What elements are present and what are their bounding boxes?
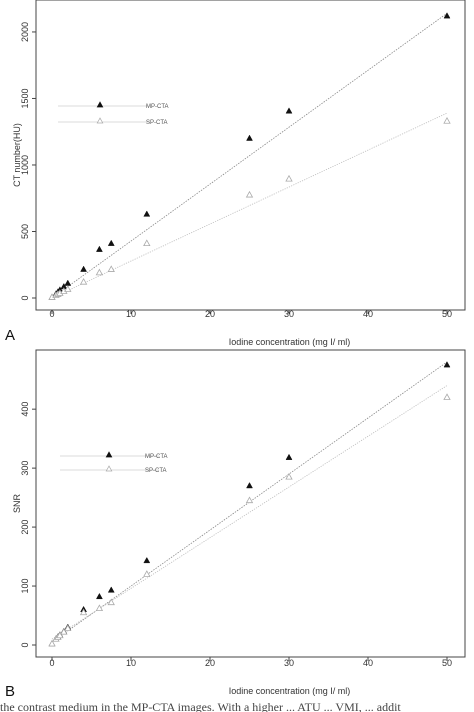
x-tick-label: 10 <box>126 658 136 668</box>
data-point-mp <box>95 592 103 600</box>
data-point-sp <box>245 496 254 504</box>
y-tick-label: 200 <box>20 520 30 535</box>
legend-label: SP-CTA <box>146 120 168 126</box>
x-tick-label: 10 <box>126 309 136 319</box>
y-tick-label: 1000 <box>20 155 30 175</box>
data-point-sp <box>443 393 451 400</box>
y-tick-label: 400 <box>20 402 30 417</box>
data-point-sp <box>443 117 451 124</box>
x-tick-label: 50 <box>442 658 452 668</box>
fit-line-mp <box>51 13 448 299</box>
data-point-sp <box>95 604 104 612</box>
data-point-sp <box>48 639 56 647</box>
plot-frame <box>35 349 466 658</box>
data-point-mp <box>285 107 293 114</box>
legend-marker <box>105 465 113 472</box>
legend-label: MP-CTA <box>146 104 169 110</box>
data-point-mp <box>64 279 72 286</box>
data-point-sp <box>245 190 254 198</box>
x-tick-label: 40 <box>363 658 373 668</box>
x-tick-label: 20 <box>205 309 215 319</box>
x-tick-label: 50 <box>442 309 452 319</box>
data-point-mp <box>443 12 451 19</box>
legend-label: SP-CTA <box>145 468 167 474</box>
y-tick-label: 0 <box>20 295 30 300</box>
data-point-mp <box>143 556 151 564</box>
y-tick-label: 2000 <box>20 22 30 42</box>
fit-line-sp <box>51 112 448 299</box>
fit-line-mp <box>51 361 448 643</box>
panel-b: 0 10 20 30 40 50 0 100 200 300 400 Iodine concentra… <box>5 349 466 700</box>
data-point-sp <box>285 472 293 480</box>
data-point-sp <box>107 598 115 606</box>
data-point-sp <box>107 265 115 272</box>
caption-text: the contrast medium in the MP-CTA images… <box>0 700 401 712</box>
x-axis-title: Iodine concentration (mg I/ ml) <box>229 337 351 347</box>
y-tick-label: 500 <box>20 224 30 239</box>
data-point-sp <box>56 631 64 639</box>
data-point-sp <box>79 277 88 285</box>
y-axis-title: SNR <box>12 494 22 514</box>
legend-label: MP-CTA <box>145 454 168 460</box>
plot-frame <box>35 0 466 311</box>
data-point-mp <box>285 453 293 460</box>
data-point-mp <box>246 482 253 489</box>
y-tick-label: 1500 <box>20 88 30 108</box>
x-tick-label: 20 <box>205 658 215 668</box>
data-point-mp <box>107 239 115 246</box>
x-tick-label: 40 <box>363 309 373 319</box>
legend-marker <box>105 451 113 458</box>
data-point-mp <box>107 586 115 593</box>
legend-marker <box>96 101 104 108</box>
data-point-mp <box>443 361 451 368</box>
data-point-sp <box>143 239 151 247</box>
y-tick-label: 100 <box>20 579 30 594</box>
data-point-mp <box>246 134 253 141</box>
x-axis-title: Iodine concentration (mg I/ ml) <box>229 686 351 696</box>
panel-label: A <box>5 327 15 344</box>
x-tick-label: 0 <box>49 658 54 668</box>
x-tick-label: 30 <box>284 309 294 319</box>
data-point-sp <box>64 624 72 632</box>
x-tick-label: 0 <box>49 309 54 319</box>
y-tick-label: 300 <box>20 461 30 476</box>
data-point-sp <box>64 285 72 292</box>
x-tick-label: 30 <box>284 658 294 668</box>
y-axis-title: CT number(HU) <box>12 123 22 187</box>
data-point-mp <box>143 210 151 217</box>
data-point-sp <box>79 608 88 616</box>
data-point-mp <box>80 265 88 272</box>
panel-label: B <box>5 683 15 700</box>
data-point-sp <box>60 627 68 635</box>
y-tick-label: 0 <box>20 642 30 647</box>
data-point-sp <box>285 174 293 182</box>
data-point-sp <box>95 268 104 276</box>
legend-marker <box>96 117 104 124</box>
data-point-mp <box>95 245 103 252</box>
data-point-sp <box>143 570 151 577</box>
